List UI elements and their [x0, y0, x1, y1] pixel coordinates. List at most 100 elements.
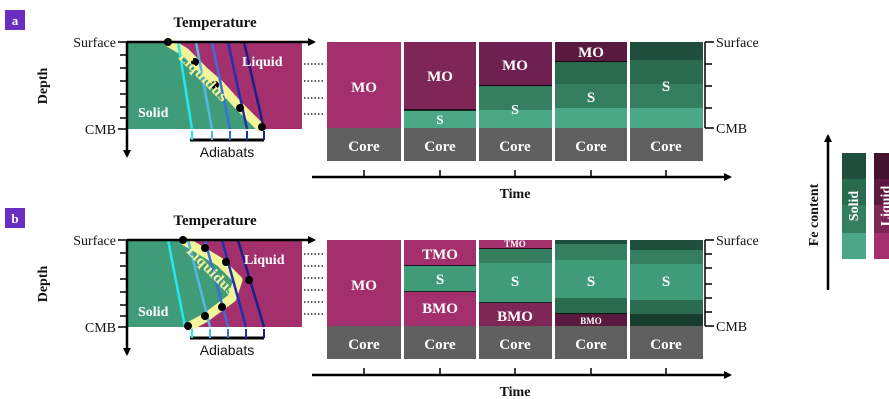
core-layer — [404, 326, 476, 359]
core-label: Core — [575, 337, 607, 353]
bmo-label: BMO — [497, 309, 533, 325]
solid-layer — [630, 240, 703, 250]
panel-b-adiabats-label: Adiabats — [200, 342, 254, 358]
panel-b-column-4: S BMO Core — [555, 240, 627, 359]
solid-label: S — [587, 274, 595, 290]
core-layer — [555, 326, 627, 359]
core-label: Core — [348, 139, 380, 155]
core-layer — [327, 128, 401, 161]
solid-layer — [555, 240, 627, 244]
panel-b-column-5: S Core — [630, 240, 703, 359]
panel-b-adiabat-1 — [166, 239, 187, 328]
panel-a-cmb-right-label: CMB — [716, 122, 747, 137]
panel-a-time-label: Time — [500, 187, 531, 202]
panel-a-columns: MO Core MO S Core MO S — [327, 42, 703, 161]
panel-a-column-2: MO S Core — [404, 42, 476, 161]
panel-a-adiabat-2 — [194, 41, 214, 130]
panel-a-badge-bg — [5, 10, 25, 30]
panel-b-surface-right-label: Surface — [716, 234, 759, 249]
bmo-layer — [555, 314, 627, 326]
panel-b-right-axis: Surface CMB — [704, 234, 759, 335]
solid-layer — [555, 298, 627, 314]
solid-layer — [630, 84, 703, 108]
legend-solid-label: Solid — [847, 191, 862, 222]
solid-layer — [630, 42, 703, 60]
panel-b-depth-label: Depth — [36, 266, 51, 303]
panel-a-solid-region — [127, 42, 262, 129]
core-label: Core — [650, 139, 682, 155]
panel-b-columns: MO Core TMO S BMO Core — [327, 239, 703, 359]
solid-layer — [479, 263, 552, 303]
panel-b-liquidus-point — [184, 322, 192, 330]
solid-layer — [630, 250, 703, 264]
panel-a-column-4: MO S Core — [555, 42, 627, 161]
panel-a-surface-label: Surface — [73, 36, 116, 51]
panel-a-right-axis: Surface CMB — [704, 36, 759, 137]
panel-a-depth-label: Depth — [36, 68, 51, 105]
panel-b-adiabat-markers — [191, 329, 265, 338]
panel-b-time-label: Time — [500, 385, 531, 399]
core-layer — [630, 128, 703, 161]
panel-b-liquidus-point — [222, 258, 230, 266]
panel-a-adiabat-1 — [176, 41, 194, 130]
mo-label: MO — [427, 69, 453, 85]
solid-layer — [404, 266, 476, 292]
panel-b-adiabat-5 — [236, 239, 266, 328]
panel-b-liquidus-point — [201, 312, 209, 320]
panel-b-temperature-title: Temperature — [173, 213, 257, 229]
panel-a-surface-right-label: Surface — [716, 36, 759, 51]
panel-b-depth-ticks — [118, 239, 127, 328]
solid-layer — [630, 108, 703, 128]
panel-a-adiabats-label: Adiabats — [200, 144, 254, 160]
solid-layer — [404, 110, 476, 128]
core-label: Core — [575, 139, 607, 155]
bmo-layer — [479, 303, 552, 326]
panel-a-adiabat-4 — [226, 41, 249, 130]
panel-a-liquidus-point — [258, 123, 266, 131]
panel-a-badge: a — [12, 13, 19, 28]
panel-a-liquidus-point — [211, 81, 219, 89]
panel-b-solid-label: Solid — [138, 305, 169, 320]
tmo-label: TMO — [504, 239, 526, 249]
bmo-layer — [404, 292, 476, 326]
panel-b-dotted-connectors — [304, 253, 325, 315]
panel-a-liquid-label: Liquid — [242, 55, 283, 70]
core-label: Core — [424, 139, 456, 155]
tmo-label: TMO — [422, 247, 458, 263]
panel-a-adiabat-markers — [191, 131, 265, 140]
panel-a-solid-label: Solid — [138, 106, 169, 121]
solid-layer — [479, 249, 552, 263]
panel-b-liquidus-point — [218, 303, 226, 311]
panel-b-adiabat-4 — [220, 239, 248, 328]
panel-b-badge: b — [11, 211, 18, 226]
panel-a-time-axis: Time — [312, 170, 732, 202]
core-layer — [404, 128, 476, 161]
panel-b-surface-label: Surface — [73, 234, 116, 249]
panel-b-column-3: TMO S BMO Core — [479, 239, 552, 359]
legend-liquid-label: Liquid — [879, 186, 889, 227]
panel-b-liquid-label: Liquid — [244, 253, 285, 268]
panel-a-adiabat-3 — [210, 41, 232, 130]
legend-solid-swatch: Solid — [842, 153, 866, 259]
panel-a-liquidus-point — [191, 58, 199, 66]
panel-a-temperature-title: Temperature — [173, 15, 257, 31]
panel-b-cmb-right-label: CMB — [716, 320, 747, 335]
panel-b-column-2: TMO S BMO Core — [404, 240, 476, 359]
solid-layer — [630, 264, 703, 300]
panel-a-cmb-label: CMB — [85, 123, 116, 138]
solid-layer — [630, 314, 703, 326]
fe-content-label: Fe content — [807, 183, 822, 246]
solid-layer — [555, 244, 627, 260]
core-layer — [327, 326, 401, 359]
panel-a-liquidus-point — [236, 104, 244, 112]
panel-b-adiabat-3 — [203, 239, 230, 328]
panel-a-column-3: MO S Core — [479, 42, 552, 161]
core-layer — [479, 326, 552, 359]
fe-content-legend: Fe content Solid Liquid — [807, 134, 889, 290]
tmo-layer — [479, 240, 552, 249]
solid-label: S — [436, 112, 443, 127]
mo-layer — [479, 42, 552, 86]
solid-layer — [555, 62, 627, 84]
panel-a-column-5: S Core — [630, 42, 703, 161]
